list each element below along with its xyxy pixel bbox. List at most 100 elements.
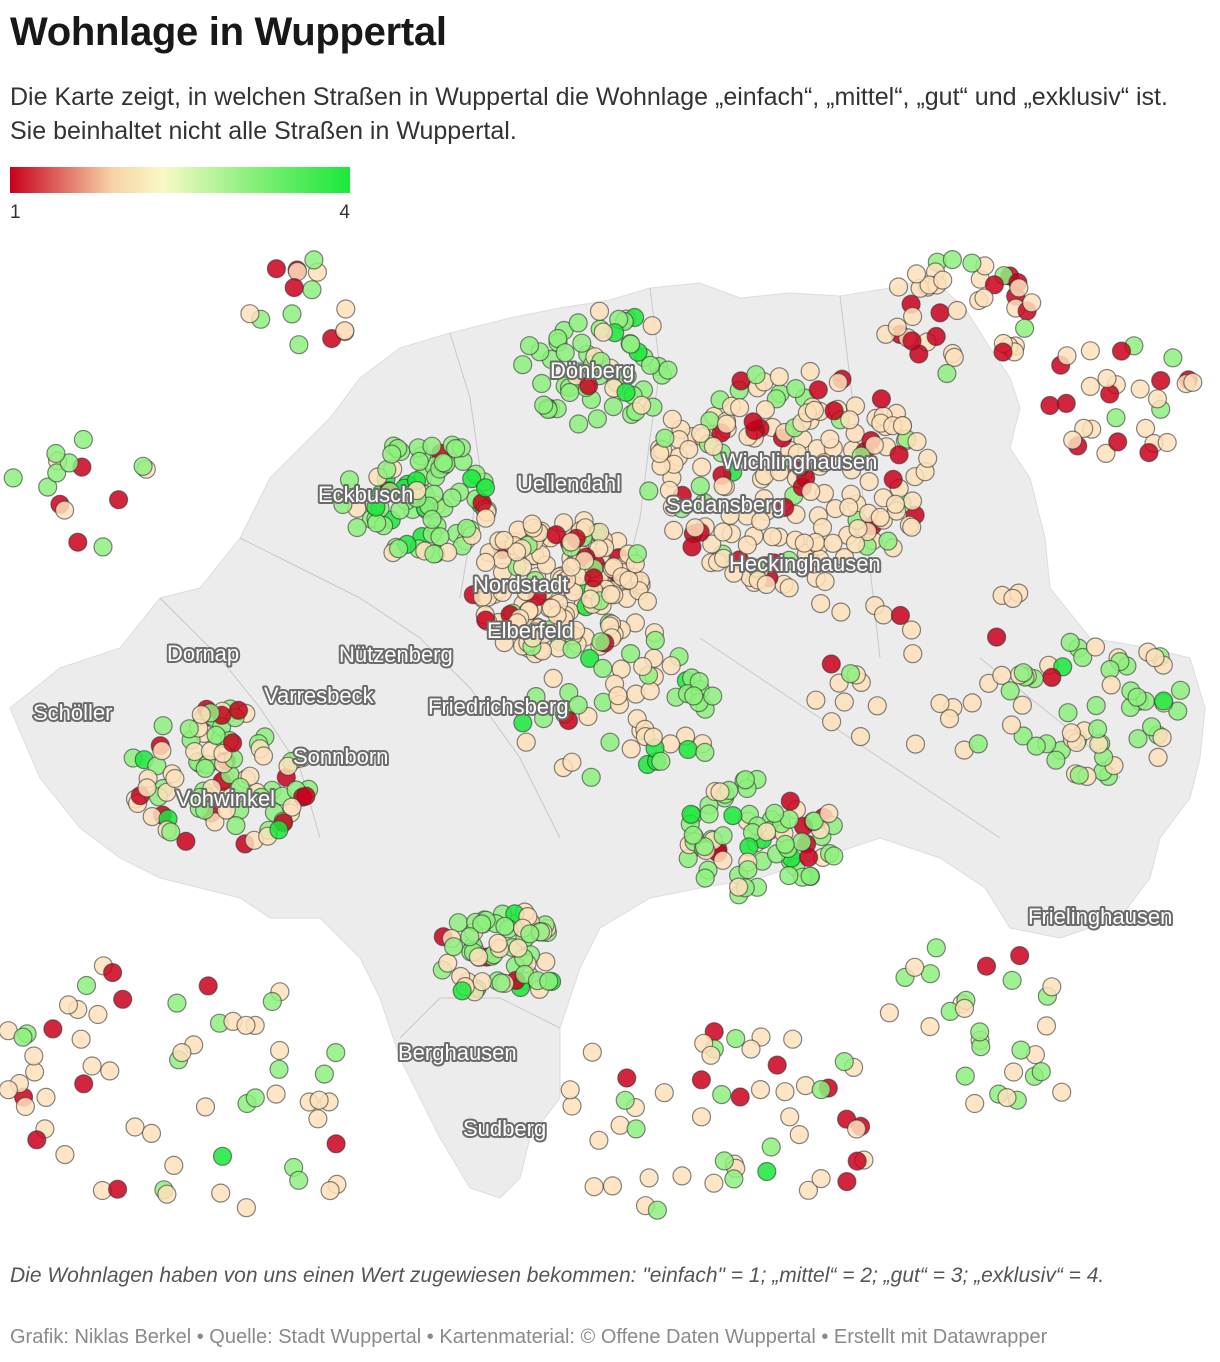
street-marker[interactable] [107,1179,128,1199]
street-marker[interactable] [890,605,911,626]
street-marker[interactable] [610,1115,630,1135]
street-marker[interactable] [1040,395,1060,416]
street-marker[interactable] [883,469,903,489]
street-marker[interactable] [993,342,1013,362]
street-marker[interactable] [1013,663,1033,683]
street-marker[interactable] [438,953,458,973]
street-marker[interactable] [266,259,286,279]
street-marker[interactable] [309,1090,329,1110]
street-marker[interactable] [587,409,608,429]
street-marker[interactable] [137,778,157,798]
street-marker[interactable] [690,423,711,444]
street-marker[interactable] [508,938,528,958]
street-marker[interactable] [1063,430,1083,450]
street-marker[interactable] [1096,443,1116,463]
street-marker[interactable] [682,537,702,557]
street-marker[interactable] [712,1084,732,1105]
street-marker[interactable] [755,400,776,420]
street-marker[interactable] [1087,719,1108,739]
street-marker[interactable] [1003,588,1023,608]
street-marker[interactable] [88,1004,108,1025]
street-marker[interactable] [520,924,540,944]
street-marker[interactable] [724,563,744,583]
street-marker[interactable] [808,380,828,400]
street-marker[interactable] [347,517,367,538]
street-marker[interactable] [589,301,610,321]
street-marker[interactable] [74,1074,94,1094]
street-marker[interactable] [937,363,957,384]
street-marker[interactable] [507,613,527,633]
street-marker[interactable] [701,1045,721,1065]
street-marker[interactable] [769,462,790,482]
street-marker[interactable] [726,1028,746,1049]
street-marker[interactable] [58,995,79,1015]
street-marker[interactable] [245,1088,265,1108]
street-marker[interactable] [647,1200,668,1220]
street-marker[interactable] [452,981,472,1001]
street-marker[interactable] [889,445,909,465]
street-marker[interactable] [216,800,236,820]
street-marker[interactable] [266,1084,286,1104]
street-marker[interactable] [651,751,671,771]
street-marker[interactable] [326,1134,346,1154]
street-marker[interactable] [997,1087,1017,1108]
street-marker[interactable] [422,436,442,456]
street-marker[interactable] [532,373,552,394]
street-marker[interactable] [645,630,665,650]
street-marker[interactable] [600,732,620,752]
street-marker[interactable] [1157,432,1177,453]
street-marker[interactable] [1042,667,1062,687]
street-marker[interactable] [560,1080,580,1100]
street-marker[interactable] [984,275,1005,295]
street-marker[interactable] [24,1062,45,1082]
street-marker[interactable] [195,800,215,820]
street-marker[interactable] [658,360,678,380]
street-marker[interactable] [608,686,628,706]
street-marker[interactable] [974,288,994,308]
street-marker[interactable] [543,668,563,688]
street-marker[interactable] [902,491,923,511]
street-marker[interactable] [562,1096,582,1116]
street-marker[interactable] [568,313,588,333]
street-marker[interactable] [195,1097,216,1117]
street-marker[interactable] [926,326,946,347]
street-marker[interactable] [761,1137,781,1157]
street-marker[interactable] [164,1155,184,1176]
street-marker[interactable] [678,739,698,760]
street-marker[interactable] [125,1117,145,1137]
street-marker[interactable] [1080,376,1101,396]
street-marker[interactable] [840,410,860,430]
street-marker[interactable] [47,463,67,483]
street-marker[interactable] [488,933,508,953]
street-marker[interactable] [223,733,243,753]
street-marker[interactable] [662,409,682,429]
street-marker[interactable] [1002,970,1022,991]
street-marker[interactable] [302,280,322,300]
street-marker[interactable] [1003,1062,1024,1082]
street-marker[interactable] [1183,372,1203,392]
street-marker[interactable] [523,628,543,648]
street-marker[interactable] [1001,715,1022,735]
street-marker[interactable] [787,443,808,463]
street-marker[interactable] [1060,632,1080,652]
street-marker[interactable] [73,429,94,450]
street-marker[interactable] [333,494,353,515]
street-marker[interactable] [102,962,123,983]
street-marker[interactable] [444,937,464,957]
street-marker[interactable] [1145,648,1165,668]
street-marker[interactable] [702,534,722,554]
street-marker[interactable] [472,972,492,992]
street-marker[interactable] [335,321,355,341]
street-marker[interactable] [851,446,871,466]
street-marker[interactable] [681,804,701,824]
street-marker[interactable] [289,1170,309,1190]
street-marker[interactable] [655,428,675,448]
street-marker[interactable] [690,476,710,496]
street-marker[interactable] [661,656,681,676]
street-marker[interactable] [850,727,871,747]
street-marker[interactable] [942,250,963,270]
street-marker[interactable] [902,306,923,327]
street-marker[interactable] [933,270,953,290]
street-marker[interactable] [582,1042,602,1062]
street-marker[interactable] [1101,675,1121,695]
